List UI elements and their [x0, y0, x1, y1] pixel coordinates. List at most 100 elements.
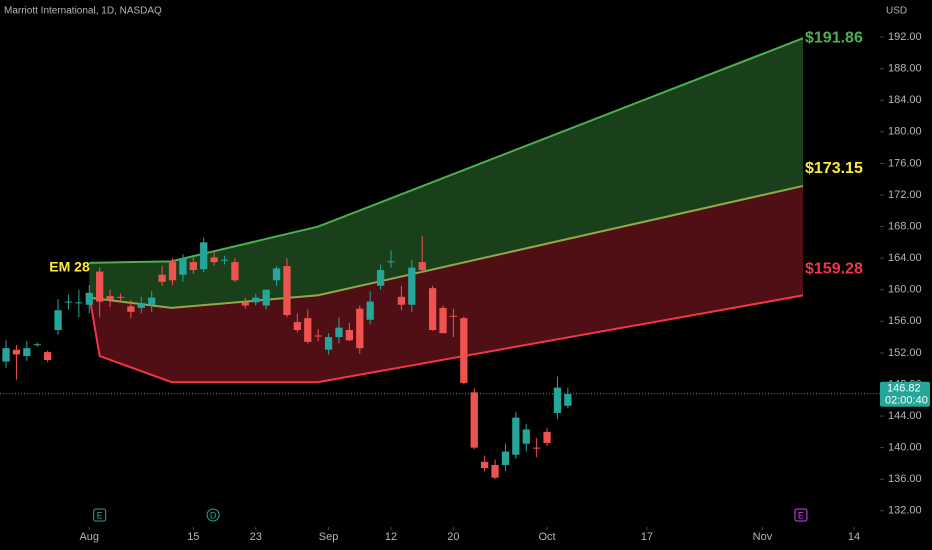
candle-body	[127, 306, 135, 312]
y-tick-label: 132.00	[888, 505, 922, 517]
candle-body	[491, 465, 499, 478]
candle-body	[44, 352, 52, 360]
candle-body	[64, 301, 73, 303]
candle-body	[168, 262, 177, 281]
y-tick-label: 136.00	[888, 473, 922, 485]
band-fill-upper	[89, 38, 804, 308]
price-tag-countdown: 02:00:40	[885, 395, 928, 407]
candle-body	[501, 451, 510, 465]
y-tick-label: 184.00	[888, 94, 922, 106]
event-icon	[93, 508, 107, 522]
candle-body	[480, 461, 489, 469]
x-tick-label: 23	[250, 531, 262, 543]
y-tick-label: 180.00	[888, 126, 922, 138]
candle-body	[85, 292, 93, 305]
candle-body	[137, 303, 145, 308]
candle-body	[439, 307, 447, 334]
candle-body	[12, 349, 21, 355]
candle-body	[460, 318, 468, 383]
y-tick-label: 172.00	[888, 189, 922, 201]
candle-body	[96, 271, 104, 302]
candle-body	[512, 417, 520, 455]
y-tick-label: 152.00	[888, 347, 922, 359]
x-tick-label: 14	[848, 531, 860, 543]
candle-body	[470, 392, 478, 448]
x-tick-label: 12	[385, 531, 397, 543]
x-tick-label: 15	[187, 531, 199, 543]
y-tick-label: 140.00	[888, 442, 922, 454]
y-tick-label: 160.00	[888, 284, 922, 296]
candle-body	[148, 297, 156, 305]
candle-body	[418, 262, 426, 270]
candle-body	[272, 268, 281, 281]
candle-body	[564, 393, 572, 406]
candle-body	[543, 431, 551, 443]
y-tick-label: 164.00	[888, 252, 922, 264]
candle-body	[428, 288, 437, 330]
x-tick-label: 17	[641, 531, 653, 543]
candle-body	[158, 274, 166, 282]
y-tick-label: 188.00	[888, 63, 922, 75]
candles	[2, 236, 572, 480]
y-tick-label: 144.00	[888, 410, 922, 422]
price-tag	[880, 381, 930, 407]
y-tick-label: 156.00	[888, 315, 922, 327]
candle-body	[200, 242, 208, 270]
candle-body	[449, 315, 458, 317]
candle-body	[376, 270, 385, 286]
candle-body	[241, 302, 249, 306]
candle-body	[220, 259, 229, 261]
candle-body	[408, 267, 416, 305]
band-line-middle	[89, 184, 804, 309]
event-label: D	[210, 510, 217, 520]
band-end-label: $191.86	[805, 29, 863, 46]
candle-body	[397, 296, 406, 305]
candle-body	[356, 308, 364, 349]
candle-body	[33, 344, 41, 346]
band-end-label: $159.28	[805, 261, 863, 278]
price-tag-value: 146.82	[887, 383, 921, 395]
candle-body	[314, 335, 322, 337]
x-tick-label: Oct	[538, 531, 555, 543]
axes: 132.00136.00140.00144.00148.00152.00156.…	[0, 31, 930, 543]
candle-body	[23, 348, 31, 357]
band-end-label: $173.15	[805, 160, 863, 177]
event-label: E	[798, 510, 804, 520]
event-icon	[794, 508, 808, 522]
event-icon	[206, 508, 220, 522]
x-tick-label: Aug	[79, 531, 99, 543]
candle-body	[345, 330, 354, 341]
x-tick-label: Nov	[753, 531, 773, 543]
candle-body	[231, 262, 239, 281]
symbol-title: Marriott International, 1D, NASDAQ	[4, 6, 162, 17]
candle-body	[262, 289, 270, 306]
candle-body	[293, 322, 301, 330]
candle-body	[179, 258, 187, 275]
candle-body	[116, 296, 125, 298]
candle-body	[553, 387, 562, 413]
band-label: EM 28	[49, 259, 90, 275]
candle-body	[533, 447, 541, 449]
candle-body	[387, 261, 395, 263]
candle-body	[324, 337, 333, 350]
band-line-lower	[88, 294, 804, 384]
y-tick-label: 176.00	[888, 157, 922, 169]
x-tick-label: Sep	[319, 531, 339, 543]
band-fill-lower	[89, 185, 804, 383]
candle-body	[366, 301, 374, 320]
candle-body	[54, 310, 62, 330]
candle-body	[75, 302, 83, 304]
candle-body	[304, 318, 312, 342]
candle-body	[522, 429, 530, 444]
candle-body	[2, 348, 10, 362]
candle-body	[189, 262, 197, 270]
band-line-upper	[89, 37, 804, 264]
currency: USD	[886, 6, 907, 17]
candle-body	[210, 257, 218, 263]
candle-body	[335, 327, 343, 338]
candle-body	[106, 296, 114, 300]
candle-body	[252, 297, 260, 303]
bands: $191.86 $173.15 $159.28 EM 28	[49, 29, 863, 384]
candle-body	[283, 266, 291, 315]
